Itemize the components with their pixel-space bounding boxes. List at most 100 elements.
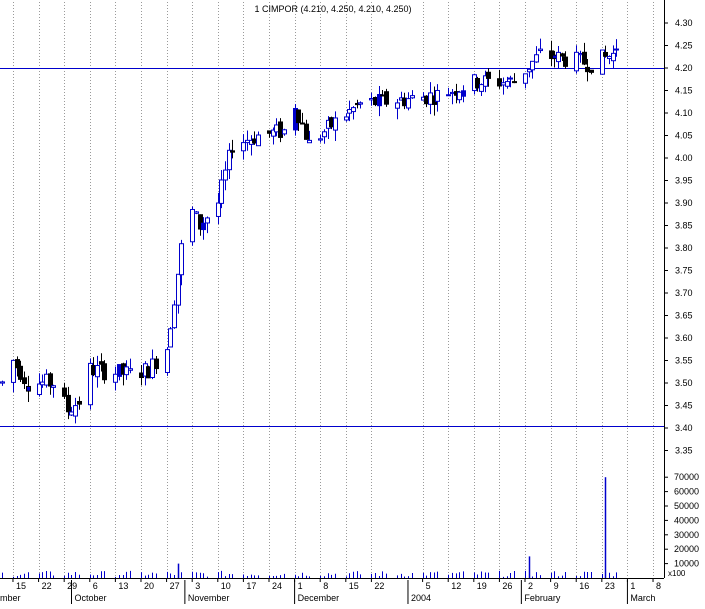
candle-body	[62, 387, 67, 397]
candle-body	[150, 358, 155, 378]
candle-body	[578, 52, 583, 56]
candle-body	[139, 372, 144, 379]
candle-body	[304, 123, 309, 140]
month-label: November	[188, 593, 230, 603]
candle-body	[333, 117, 338, 131]
date-tick-label: 29	[67, 581, 77, 591]
candle-body	[585, 66, 590, 73]
chart-title: 1 CIMPOR (4.210, 4.250, 4.210, 4.250)	[254, 4, 411, 14]
candle-body	[402, 97, 407, 107]
volume-tick-label: 60000	[674, 487, 699, 497]
date-tick-label: 15	[16, 581, 26, 591]
price-tick-label: 4.10	[675, 108, 693, 118]
candle-body	[611, 52, 616, 62]
candle-body	[15, 359, 20, 369]
candle-body	[168, 328, 173, 348]
date-tick-label: 2	[528, 581, 533, 591]
date-tick-label: 20	[144, 581, 154, 591]
candle-body	[77, 400, 82, 405]
candle-body	[497, 78, 502, 87]
price-tick-label: 3.40	[675, 423, 693, 433]
candle-body	[344, 116, 349, 121]
date-tick-label: 19	[477, 581, 487, 591]
candle-body	[501, 82, 506, 86]
candle-body	[450, 91, 455, 95]
candle-body	[40, 381, 45, 386]
candle-body	[483, 75, 488, 87]
date-tick-label: 1	[298, 581, 303, 591]
candle-body	[22, 377, 27, 385]
candle-body	[530, 60, 535, 71]
candle-body	[219, 179, 224, 204]
candle-body	[11, 359, 16, 383]
candle-body	[307, 139, 312, 144]
candle-body	[603, 51, 608, 57]
price-tick-label: 3.45	[675, 401, 693, 411]
candle-body	[523, 73, 528, 84]
month-label: February	[524, 593, 561, 603]
candle-body	[37, 383, 42, 396]
candle-body	[274, 124, 279, 133]
date-tick-label: 9	[554, 581, 559, 591]
date-tick-label: 23	[605, 581, 615, 591]
candle-body	[230, 150, 235, 153]
candle-body	[95, 365, 100, 378]
date-tick-label: 15	[349, 581, 359, 591]
candle-body	[154, 358, 159, 370]
candle-body	[216, 202, 221, 217]
month-label: March	[630, 593, 655, 603]
candle-body	[600, 49, 605, 75]
volume-tick-label: 40000	[674, 515, 699, 525]
date-tick-label: 24	[272, 581, 282, 591]
candle-body	[406, 98, 411, 109]
candle-body	[457, 91, 462, 101]
candle-body	[395, 102, 400, 109]
candle-body	[165, 349, 170, 373]
candle-body	[556, 51, 561, 63]
date-tick-label: 16	[579, 581, 589, 591]
date-tick-label: 17	[246, 581, 256, 591]
candle-body	[296, 109, 301, 124]
candle-body	[322, 131, 327, 138]
candle-body	[99, 361, 104, 365]
price-tick-label: 4.25	[675, 41, 693, 51]
candle-body	[424, 95, 429, 105]
candle-body	[44, 373, 49, 386]
candle-body	[91, 365, 96, 376]
candle-body	[51, 385, 56, 388]
candle-body	[614, 48, 619, 51]
date-tick-label: 13	[118, 581, 128, 591]
price-tick-label: 4.00	[675, 153, 693, 163]
price-tick-label: 3.60	[675, 333, 693, 343]
candle-body	[486, 71, 491, 79]
month-label: mber	[0, 593, 21, 603]
candle-body	[318, 138, 323, 141]
candle-body	[574, 51, 579, 72]
candle-body	[351, 107, 356, 113]
volume-tick-label: 10000	[674, 559, 699, 569]
date-tick-label: 3	[195, 581, 200, 591]
candle-body	[475, 78, 480, 89]
candle-body	[0, 381, 5, 384]
candle-body	[552, 54, 557, 60]
date-tick-label: 26	[502, 581, 512, 591]
price-tick-label: 3.35	[675, 446, 693, 456]
date-tick-label: 1	[630, 581, 635, 591]
candle-body	[172, 304, 177, 329]
candle-body	[527, 68, 532, 73]
candle-body	[358, 102, 363, 105]
month-label: December	[298, 593, 340, 603]
candle-body	[373, 97, 378, 106]
date-tick-label: 27	[170, 581, 180, 591]
candle-body	[205, 217, 210, 224]
candle-body	[256, 134, 261, 147]
candle-body	[435, 89, 440, 102]
candle-body	[582, 51, 587, 65]
candle-body	[88, 362, 93, 406]
candle-body	[252, 138, 257, 144]
candle-body	[241, 142, 246, 152]
candle-body	[329, 117, 334, 128]
candle-body	[227, 149, 232, 171]
price-tick-label: 3.65	[675, 311, 693, 321]
